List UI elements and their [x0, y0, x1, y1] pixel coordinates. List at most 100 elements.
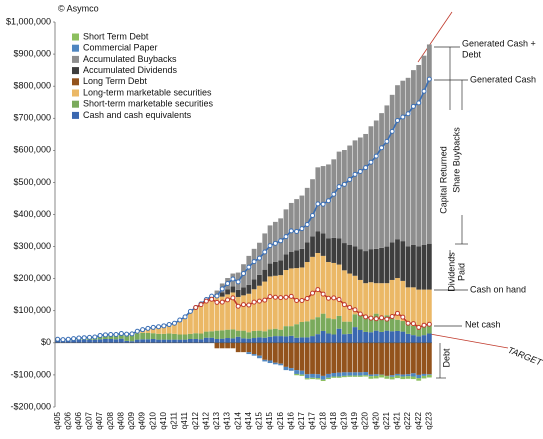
- brackets: [434, 46, 468, 379]
- bar-segment: [405, 287, 411, 325]
- bar-segment: [341, 375, 347, 378]
- bar-segment: [161, 333, 167, 340]
- line-marker: [363, 314, 369, 320]
- bar-segment: [124, 340, 130, 343]
- bar-segment: [347, 321, 353, 334]
- bar-segment: [326, 318, 331, 334]
- bar-segment: [320, 313, 326, 331]
- line-marker: [278, 238, 284, 244]
- legend-swatch: [72, 55, 79, 63]
- bar-segment: [294, 268, 299, 325]
- bar-segment: [172, 333, 177, 340]
- bar-segment: [272, 261, 278, 276]
- bar-segment: [172, 323, 177, 334]
- bar-segment: [203, 337, 209, 343]
- line-marker: [187, 308, 193, 314]
- bar-segment: [336, 328, 342, 343]
- bar-segment: [389, 375, 395, 377]
- bar-segment: [304, 374, 310, 379]
- line-marker: [410, 103, 416, 109]
- bar-segment: [363, 315, 369, 332]
- bar-segment: [272, 328, 278, 337]
- bar-segment: [214, 342, 220, 349]
- line-marker: [331, 191, 337, 197]
- bar-segment: [156, 326, 161, 334]
- bar-segment: [193, 333, 199, 339]
- bar-segment: [320, 255, 326, 314]
- bar-segment: [257, 355, 262, 359]
- bar-segment: [395, 342, 400, 374]
- y-tick-label: $200,000: [13, 273, 51, 283]
- line-marker: [76, 335, 82, 341]
- trend-line: [417, 11, 453, 63]
- bar-segment: [379, 113, 384, 248]
- line-marker: [60, 337, 66, 343]
- bar-segment: [172, 339, 177, 343]
- line-marker: [304, 221, 310, 227]
- bar-segment: [251, 354, 257, 356]
- bar-segment: [400, 374, 406, 377]
- line-marker: [315, 287, 321, 293]
- legend-swatch: [72, 67, 79, 75]
- x-tick-label: q405: [53, 411, 62, 429]
- bar-segment: [411, 325, 416, 336]
- x-tick-label: q207: [85, 411, 94, 429]
- y-tick-label: $1,000,000: [6, 16, 51, 26]
- line-marker: [113, 331, 119, 337]
- x-tick-label: q217: [297, 411, 306, 429]
- bar-segment: [347, 372, 353, 376]
- bar-segment: [225, 338, 230, 343]
- bar-segment: [421, 326, 427, 336]
- line-marker: [283, 294, 289, 300]
- line-marker: [320, 291, 326, 297]
- bar-segment: [379, 374, 384, 378]
- bar-segment: [320, 166, 326, 234]
- line-marker: [336, 184, 342, 190]
- line-marker: [65, 336, 71, 342]
- line-marker: [310, 212, 316, 218]
- y-tick-label: -$100,000: [10, 369, 51, 379]
- bar-segment: [315, 334, 321, 343]
- bar-segment: [262, 337, 268, 343]
- line-marker: [230, 295, 236, 301]
- bar-segment: [294, 373, 299, 376]
- bar-segment: [299, 248, 305, 268]
- bar-segment: [219, 292, 225, 297]
- bar-segment: [426, 243, 432, 290]
- bar-segment: [357, 137, 363, 250]
- bar-segment: [347, 145, 353, 245]
- bar-segment: [379, 342, 384, 375]
- bar-segment: [76, 339, 82, 343]
- bar-segment: [336, 238, 342, 265]
- line-marker: [379, 145, 385, 151]
- line-marker: [55, 336, 61, 342]
- bar-segment: [416, 64, 422, 247]
- bar-segment: [326, 373, 331, 378]
- bar-segment: [363, 331, 369, 343]
- bar-segment: [315, 253, 321, 318]
- bar-segment: [411, 244, 416, 288]
- bar-segment: [331, 319, 337, 335]
- bar-segment: [272, 275, 278, 329]
- bar-segment: [182, 334, 188, 340]
- bar-segment: [251, 279, 257, 290]
- bar-segment: [421, 373, 427, 376]
- bar-segment: [352, 342, 358, 373]
- bar-segment: [395, 319, 400, 331]
- bar-segment: [373, 342, 379, 375]
- bar-segment: [235, 342, 241, 353]
- bar-segment: [150, 338, 156, 343]
- line-marker: [71, 336, 77, 342]
- bar-segment: [310, 256, 315, 320]
- x-tick-label: q214: [233, 411, 242, 429]
- bar-segment: [304, 321, 310, 338]
- bar-segment: [150, 333, 156, 339]
- bar-segment: [389, 342, 395, 376]
- line-marker: [145, 325, 151, 331]
- bar-segment: [368, 315, 374, 333]
- bar-segment: [320, 379, 326, 382]
- bar-segment: [294, 337, 299, 343]
- line-marker: [294, 229, 300, 235]
- bar-segment: [246, 255, 252, 285]
- bar-segment: [320, 330, 326, 343]
